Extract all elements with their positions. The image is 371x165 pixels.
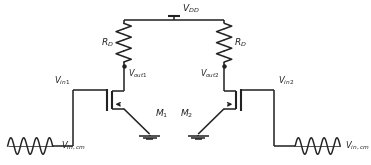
Text: $M_1$: $M_1$ bbox=[155, 107, 168, 120]
Text: $M_2$: $M_2$ bbox=[180, 107, 193, 120]
Text: $V_{in,cm}$: $V_{in,cm}$ bbox=[61, 140, 86, 152]
Text: $R_D$: $R_D$ bbox=[101, 36, 114, 49]
Text: $V_{DD}$: $V_{DD}$ bbox=[182, 3, 200, 15]
Text: $V_{out1}$: $V_{out1}$ bbox=[128, 67, 148, 80]
Text: $V_{out2}$: $V_{out2}$ bbox=[200, 67, 220, 80]
Text: $R_D$: $R_D$ bbox=[234, 36, 247, 49]
Text: $V_{in2}$: $V_{in2}$ bbox=[278, 75, 294, 87]
Text: $V_{in1}$: $V_{in1}$ bbox=[54, 75, 70, 87]
Text: $V_{in,cm}$: $V_{in,cm}$ bbox=[345, 140, 370, 152]
